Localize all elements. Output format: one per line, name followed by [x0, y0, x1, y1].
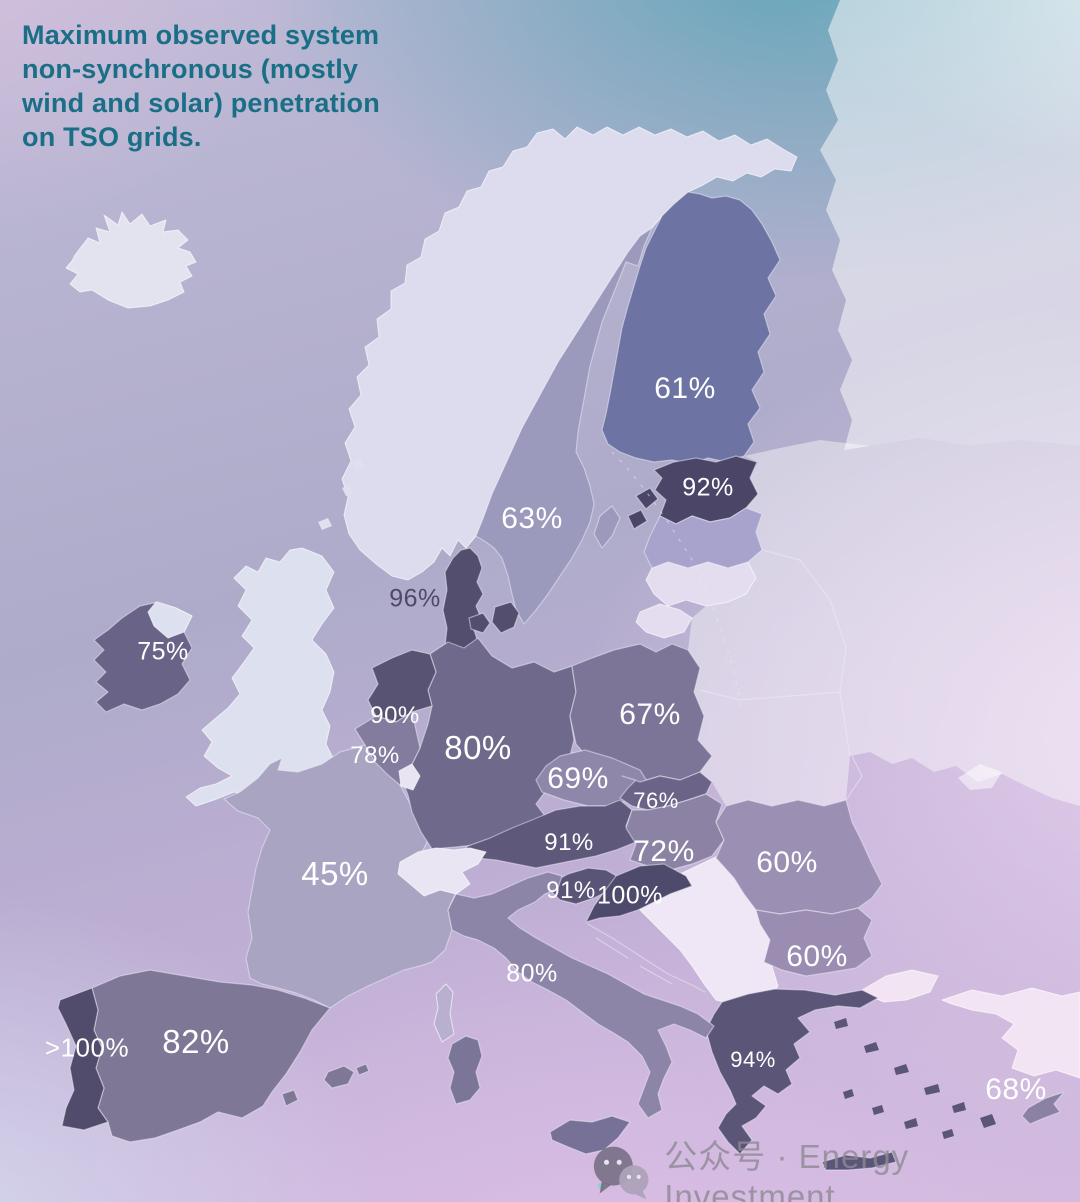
country-crimea [958, 764, 1002, 790]
value-label-finland: 61% [654, 372, 716, 405]
denmark-islands [468, 601, 520, 634]
value-label-ireland: 75% [137, 637, 189, 666]
country-united-kingdom [185, 547, 335, 807]
value-label-poland: 67% [619, 698, 681, 731]
value-label-greece: 94% [730, 1047, 776, 1072]
value-label-belgium: 78% [350, 742, 400, 769]
value-label-austria: 91% [544, 829, 594, 856]
country-bulgaria [755, 907, 873, 977]
country-kaliningrad [635, 603, 693, 639]
watermark-text: 公众号 · Energy Investment [664, 1138, 910, 1202]
no-data-landmass [65, 0, 1080, 1079]
sardinia-island [447, 1035, 483, 1105]
title-line-1: Maximum observed system [22, 20, 380, 50]
country-croatia [585, 863, 693, 923]
wechat-icon [593, 1146, 649, 1200]
value-label-germany: 80% [444, 729, 512, 766]
value-label-cyprus: 68% [985, 1073, 1047, 1106]
country-luxembourg [398, 763, 421, 791]
country-iceland [65, 211, 197, 309]
data-countries [57, 191, 1065, 1189]
croatia-coast [587, 923, 706, 993]
value-label-sweden: 63% [501, 502, 563, 535]
value-label-slovenia: 91% [546, 877, 596, 904]
country-sweden [475, 227, 653, 625]
balearic-islands [281, 1063, 370, 1107]
country-romania [715, 799, 883, 915]
value-label-italy: 80% [506, 959, 558, 988]
value-label-france: 45% [301, 855, 369, 892]
title-line-2: non-synchronous (mostly [22, 54, 359, 84]
country-hungary [625, 793, 725, 871]
value-label-hungary: 72% [633, 835, 695, 868]
value-label-romania: 60% [756, 846, 818, 879]
gotland-island [593, 505, 621, 549]
country-cyprus [1021, 1091, 1065, 1125]
country-greece [705, 988, 879, 1155]
country-eastern-europe [688, 438, 1080, 806]
value-label-denmark: 96% [389, 584, 441, 613]
value-label-estonia: 92% [682, 473, 734, 502]
value-label-slovakia: 76% [633, 788, 679, 813]
faint-borders [699, 549, 863, 801]
map-title: Maximum observed system non-synchronous … [22, 18, 502, 154]
country-finland [601, 191, 781, 465]
country-latvia [643, 507, 763, 569]
estonia-islands [627, 487, 659, 530]
watermark: 公众号 · Energy Investment [588, 1130, 1080, 1202]
country-italy [447, 871, 715, 1119]
value-label-netherlands: 90% [370, 702, 420, 729]
value-label-spain: 82% [162, 1023, 230, 1060]
shetland-orkney-islands [318, 458, 364, 530]
value-label-croatia: 100% [597, 881, 663, 910]
corsica-island [433, 983, 455, 1043]
crete-island [821, 1151, 897, 1171]
country-belgium [354, 711, 421, 786]
region-northern-ireland [147, 601, 193, 639]
title-line-3: wind and solar) penetration [22, 88, 380, 118]
sicily-island [549, 1115, 631, 1155]
value-label-portugal: >100% [44, 1032, 130, 1063]
country-portugal [57, 987, 109, 1131]
country-russia-arctic [820, 0, 1080, 450]
value-label-czechia: 69% [547, 762, 609, 795]
country-turkey-anatolia [941, 987, 1080, 1079]
value-label-bulgaria: 60% [786, 940, 848, 973]
country-switzerland [397, 847, 487, 897]
greek-islands [834, 1018, 996, 1139]
title-line-4: on TSO grids. [22, 122, 202, 152]
